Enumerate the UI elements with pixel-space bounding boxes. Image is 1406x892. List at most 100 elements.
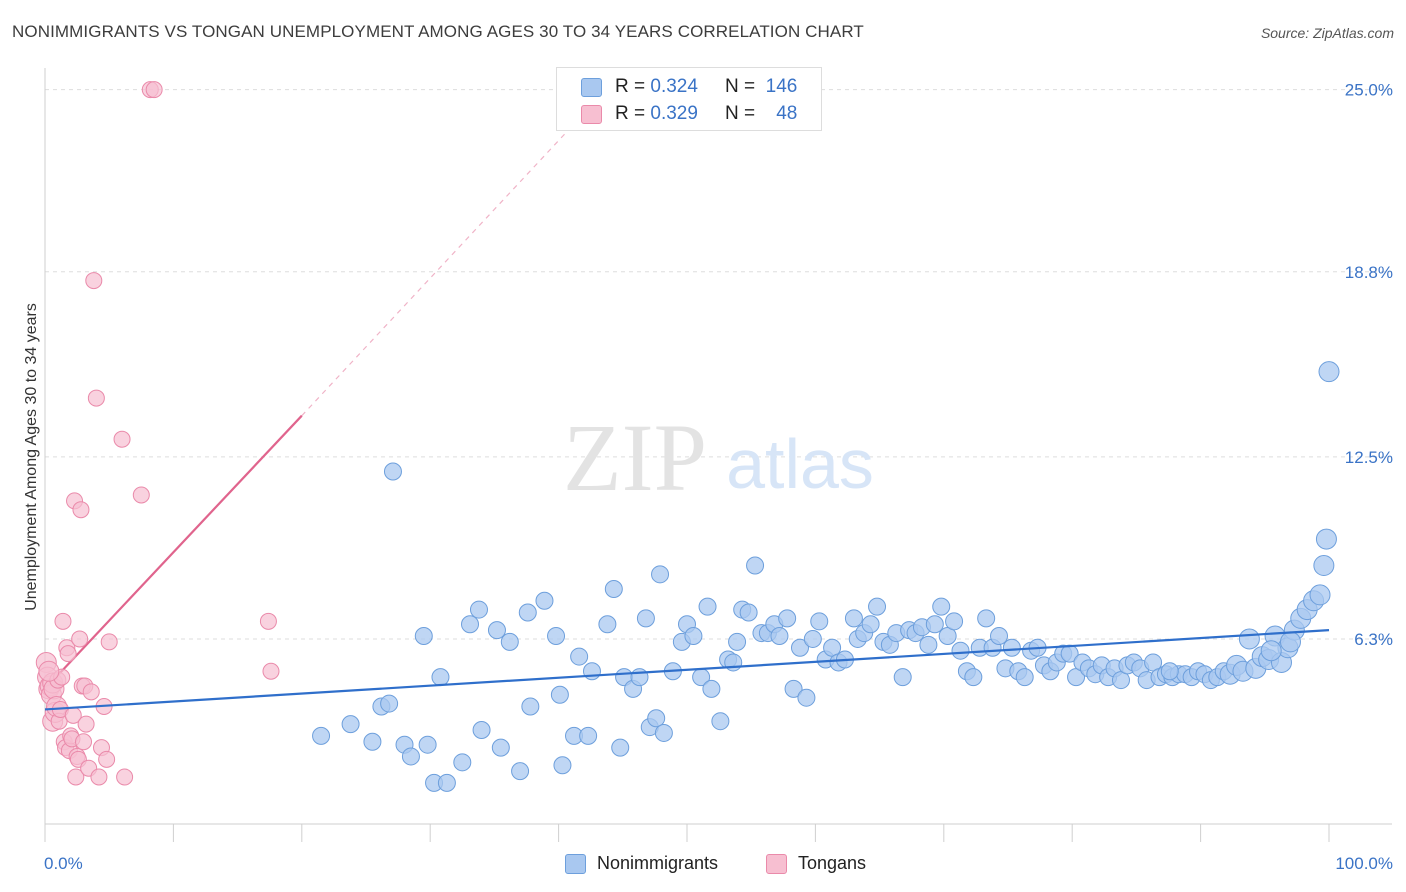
tongans-point [113,430,131,448]
nonimmigrants-point [702,679,721,698]
nonimmigrants-trend [44,629,1330,711]
y-tick-label: 25.0% [1345,81,1393,100]
nonimmigrants-point [461,615,480,634]
tongans-point [82,683,100,701]
bottom-legend-label: Tongans [798,853,867,873]
bottom-legend-swatch-blue [565,854,586,874]
nonimmigrants-point [844,609,863,628]
nonimmigrants-point [647,709,666,728]
legend-r-value: 0.329 [650,103,698,124]
nonimmigrants-point [790,638,809,657]
tongans-point [90,768,108,786]
chart-title: NONIMMIGRANTS VS TONGAN UNEMPLOYMENT AMO… [12,22,864,41]
y-tick-label: 6.3% [1354,630,1393,649]
nonimmigrants-point [582,662,601,681]
nonimmigrants-point [611,738,630,757]
y-axis-label: Unemployment Among Ages 30 to 34 years [23,303,40,611]
nonimmigrants-point [797,688,816,707]
gridlines [45,89,1392,640]
watermark-atlas: atlas [726,425,874,503]
tongans-point [132,486,150,504]
nonimmigrants-point [414,627,433,645]
nonimmigrants-point [453,753,472,772]
nonimmigrants-point [684,627,703,645]
legend-n-value: 48 [776,103,798,124]
legend-r-label: R = [615,76,651,97]
nonimmigrants-point [418,735,437,754]
x-tick-label-max: 100.0% [1335,854,1393,873]
nonimmigrants-point [784,679,803,698]
tongans-point [259,612,277,630]
nonimmigrants-point [1318,361,1340,383]
nonimmigrants-point [932,597,951,616]
tongans-point [72,501,90,519]
nonimmigrants-point [579,726,598,745]
nonimmigrants-point [739,603,758,622]
nonimmigrants-point [1260,640,1282,662]
tongans-point [77,715,95,733]
nonimmigrants-point [919,635,938,654]
nonimmigrants-point [746,556,765,575]
y-tick-labels: 6.3% 12.5% 18.8% 25.0% [1345,81,1393,649]
tongans-point [98,750,116,768]
nonimmigrants-point [990,627,1009,645]
nonimmigrants-point [535,591,554,610]
y-tick-label: 18.8% [1345,263,1393,282]
nonimmigrants-point [312,726,331,745]
nonimmigrants-trend-line [44,629,1330,711]
nonimmigrants-point [1279,631,1301,653]
nonimmigrants-point [511,762,530,781]
tongans-point [85,272,103,290]
tongans-trend-line [44,414,303,690]
nonimmigrants-point [1015,668,1034,687]
nonimmigrants-point [1238,628,1260,650]
tongans-point [116,768,134,786]
nonimmigrants-point [711,712,730,731]
bottom-legend-label: Nonimmigrants [597,853,719,873]
nonimmigrants-point [1002,638,1021,657]
chart-source: Source: ZipAtlas.com [1260,25,1394,41]
legend-swatch-pink [581,105,602,124]
nonimmigrants-point [437,773,456,792]
nonimmigrants-point [472,721,491,739]
nonimmigrants-point [1313,555,1335,576]
nonimmigrants-point [945,612,964,631]
stats-legend: R = 0.324 N = 146 R = 0.329 N = 48 [556,67,822,131]
tongans-point [67,768,85,786]
legend-n-value: 146 [765,76,798,97]
legend-r-label: R = [615,103,651,124]
legend-n-label: N = [725,76,761,97]
nonimmigrants-point [491,738,510,757]
nonimmigrants-point [518,603,537,622]
tongans-points [35,81,280,786]
x-tick-label-min: 0.0% [44,854,83,873]
nonimmigrants-point [547,627,566,645]
nonimmigrants-point [893,668,912,687]
nonimmigrants-point [401,747,420,766]
tongans-point [54,612,72,630]
nonimmigrants-point [500,632,519,651]
nonimmigrants-point [654,723,673,742]
nonimmigrants-point [778,609,797,628]
nonimmigrants-point [861,615,880,634]
tongans-point [38,660,60,682]
nonimmigrants-point [570,647,589,666]
nonimmigrants-point [341,715,360,734]
nonimmigrants-point [1160,662,1179,681]
tongans-point [100,633,118,651]
nonimmigrants-point [636,609,655,628]
nonimmigrants-point [383,462,402,481]
tongans-point [75,733,93,751]
nonimmigrants-point [487,621,506,640]
nonimmigrants-point [521,697,540,716]
y-tick-label: 12.5% [1345,448,1393,467]
nonimmigrants-point [868,597,887,616]
tongans-point [262,662,280,680]
nonimmigrants-point [651,565,670,584]
watermark: ZIP atlas [563,404,874,511]
nonimmigrants-point [1309,584,1331,606]
nonimmigrants-point [431,668,450,687]
nonimmigrants-point [553,756,572,775]
nonimmigrants-point [810,612,829,631]
nonimmigrants-point [1315,528,1337,550]
